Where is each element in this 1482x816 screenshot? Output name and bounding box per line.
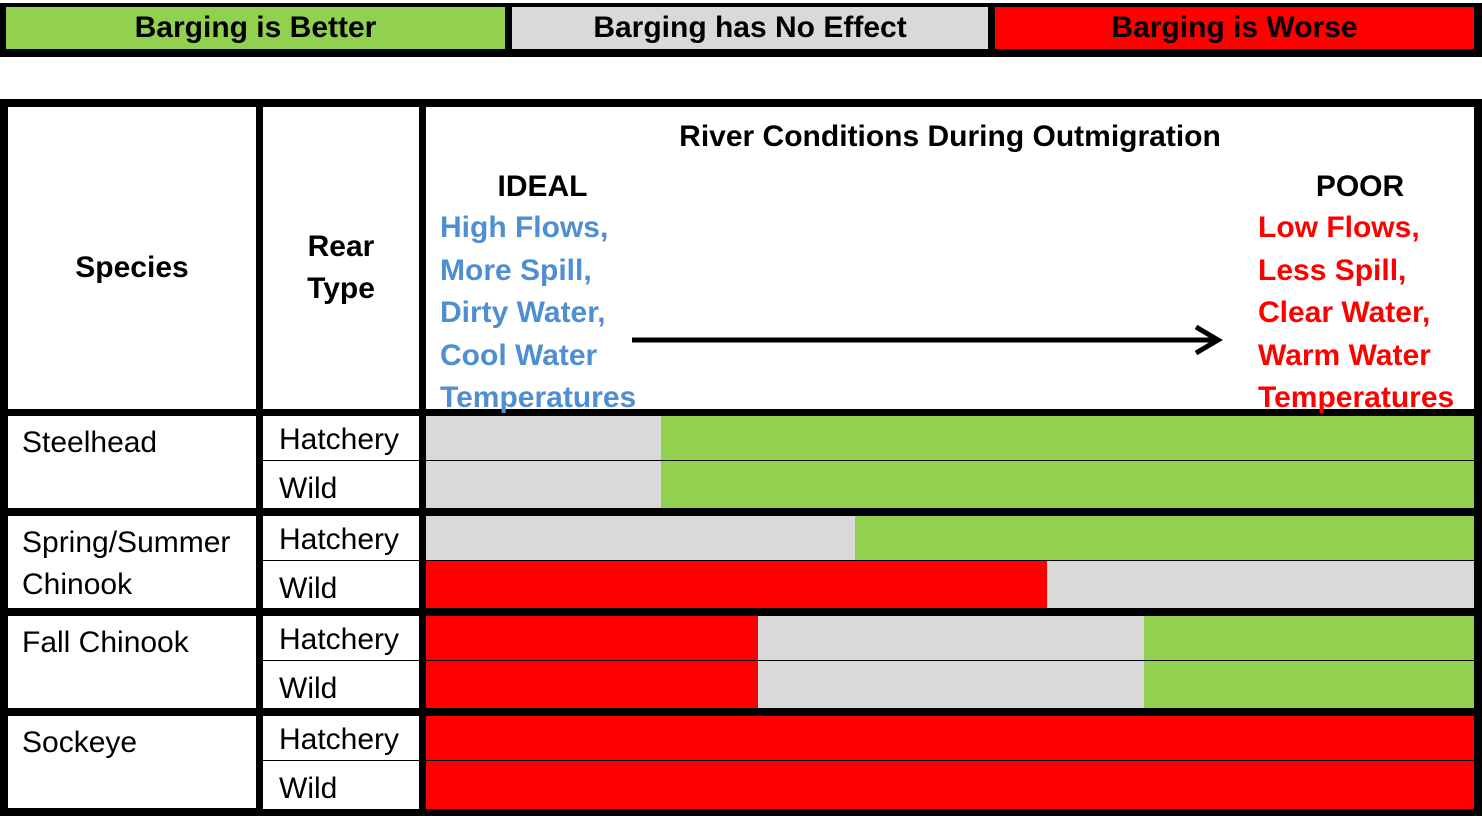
effect-segment-better	[660, 416, 1474, 460]
species-cell: Spring/Summer Chinook	[8, 516, 256, 608]
effect-segment-no-effect	[758, 661, 1145, 708]
effect-segment-worse	[426, 661, 759, 708]
effect-segment-worse	[426, 761, 1474, 809]
effect-segment-better	[854, 516, 1474, 560]
effect-segment-no-effect	[758, 616, 1145, 660]
effect-bar	[426, 416, 1474, 460]
effect-segment-no-effect	[426, 461, 662, 508]
effect-segment-worse	[426, 561, 1048, 608]
effect-segment-worse	[426, 616, 759, 660]
legend-label: Barging has No Effect	[593, 11, 907, 44]
effect-bar	[426, 461, 1474, 508]
arrow-right-icon	[632, 324, 1223, 356]
species-cell: Fall Chinook	[8, 616, 256, 708]
effect-bar	[426, 561, 1474, 608]
rear-type-label: Hatchery	[279, 723, 400, 756]
effect-bar	[426, 516, 1474, 560]
condition-line: Dirty Water,	[440, 296, 606, 329]
ideal-label: IDEAL	[497, 170, 588, 203]
effect-segment-no-effect	[426, 416, 662, 460]
effect-bar	[426, 616, 1474, 660]
effect-segment-better	[660, 461, 1474, 508]
rear-type-header-line2: Type	[307, 272, 375, 305]
legend-label: Barging is Worse	[1111, 11, 1358, 44]
river-conditions-title: River Conditions During Outmigration	[679, 120, 1221, 153]
rear-type-cell: Wild	[263, 561, 419, 608]
effect-segment-no-effect	[1047, 561, 1474, 608]
effect-segment-better	[1143, 661, 1474, 708]
rear-type-cell: Wild	[263, 661, 419, 708]
species-name: Steelhead	[22, 426, 158, 459]
river-conditions-header-cell: River Conditions During Outmigration IDE…	[426, 107, 1474, 414]
poor-conditions-list: Low Flows, Less Spill, Clear Water, Warm Wa…	[1258, 207, 1454, 420]
rear-type-cell: Hatchery	[263, 716, 419, 760]
species-name: Chinook	[22, 568, 133, 601]
rear-type-label: Wild	[279, 572, 338, 605]
rear-type-cell: Wild	[263, 761, 419, 809]
legend: Barging is Better Barging has No Effect …	[0, 3, 1482, 57]
condition-line: Warm Water	[1258, 338, 1431, 372]
rear-type-label: Wild	[279, 672, 338, 705]
legend-barging-no-effect: Barging has No Effect	[512, 7, 988, 49]
effect-segment-better	[1143, 616, 1474, 660]
condition-line: Less Spill,	[1258, 253, 1407, 287]
rear-type-cell: Hatchery	[263, 616, 419, 660]
rear-type-header-line1: Rear	[307, 230, 375, 263]
species-header: Species	[75, 251, 189, 284]
rear-type-label: Hatchery	[279, 423, 400, 456]
rear-type-label: Wild	[279, 472, 338, 505]
effect-segment-worse	[426, 716, 1474, 760]
ideal-conditions-list: High Flows, More Spill, Dirty Water, Cool W…	[440, 207, 636, 420]
poor-label: POOR	[1315, 170, 1405, 203]
condition-line: Temperatures	[440, 381, 637, 414]
species-name: Sockeye	[22, 726, 138, 759]
condition-line: Temperatures	[1258, 381, 1455, 414]
species-header-cell: Species	[8, 107, 256, 409]
effect-segment-no-effect	[426, 516, 856, 560]
species-cell: Sockeye	[8, 716, 256, 808]
rear-type-cell: Wild	[263, 461, 419, 508]
condition-line: Clear Water,	[1258, 296, 1431, 329]
condition-line: High Flows,	[440, 211, 609, 244]
species-cell: Steelhead	[8, 416, 256, 508]
condition-line: More Spill,	[440, 253, 592, 287]
effect-bar	[426, 661, 1474, 708]
rear-type-cell: Hatchery	[263, 516, 419, 560]
rear-type-label: Hatchery	[279, 623, 400, 656]
condition-line: Low Flows,	[1258, 211, 1420, 244]
condition-line: Cool Water	[440, 338, 598, 372]
rear-type-cell: Hatchery	[263, 416, 419, 460]
barging-effect-table: Species Rear Type River Conditions Durin…	[0, 99, 1482, 816]
legend-barging-better: Barging is Better	[6, 7, 505, 49]
species-name: Spring/Summer	[22, 526, 231, 559]
species-name: Fall Chinook	[22, 626, 189, 659]
rear-type-header-cell: Rear Type	[263, 107, 419, 409]
rear-type-label: Wild	[279, 772, 338, 805]
effect-bar	[426, 761, 1474, 809]
effect-bar	[426, 716, 1474, 760]
legend-barging-worse: Barging is Worse	[995, 7, 1474, 49]
rear-type-label: Hatchery	[279, 523, 400, 556]
legend-label: Barging is Better	[134, 11, 377, 44]
